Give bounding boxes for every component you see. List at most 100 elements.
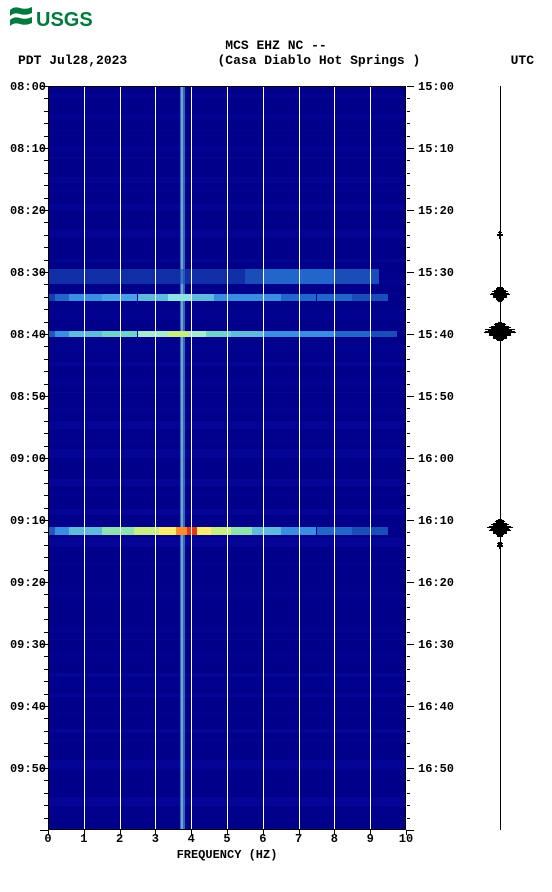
chart-band-cell bbox=[263, 331, 299, 337]
chart-band-cell bbox=[48, 331, 55, 337]
x-axis-label: FREQUENCY (HZ) bbox=[48, 848, 406, 862]
chart-band-cell bbox=[138, 331, 168, 337]
y-tick-right bbox=[406, 644, 414, 645]
chart-band-cell bbox=[299, 331, 335, 337]
y-tick-right bbox=[406, 210, 414, 211]
title-line-1: MCS EHZ NC -- bbox=[0, 38, 552, 53]
chart-band-cell bbox=[48, 527, 55, 535]
chart-gridline bbox=[334, 86, 335, 830]
y-tick-left bbox=[40, 830, 48, 831]
chart-vertical-stripe-core bbox=[181, 86, 183, 830]
y-left-tick-label: 08:10 bbox=[10, 142, 46, 156]
chart-gridline bbox=[120, 86, 121, 830]
chart-gridline bbox=[48, 86, 49, 830]
y-right-tick-label: 16:30 bbox=[418, 638, 454, 652]
x-tick-mark bbox=[48, 830, 49, 835]
y-left-tick-label: 09:00 bbox=[10, 452, 46, 466]
title-center: (Casa Diablo Hot Springs ) bbox=[217, 53, 420, 68]
x-tick-mark bbox=[263, 830, 264, 835]
title-left: PDT Jul28,2023 bbox=[18, 53, 127, 68]
chart-band-cell bbox=[176, 527, 187, 535]
chart-band-cell bbox=[168, 331, 188, 337]
y-left-tick-label: 09:40 bbox=[10, 700, 46, 714]
y-right-tick-label: 15:40 bbox=[418, 328, 454, 342]
x-tick-mark bbox=[84, 830, 85, 835]
title-right: UTC bbox=[511, 53, 534, 68]
chart-gridline bbox=[406, 86, 407, 830]
chart-band-cell bbox=[69, 527, 101, 535]
chart-gridline bbox=[370, 86, 371, 830]
y-left-tick-label: 08:30 bbox=[10, 266, 46, 280]
chart-band-cell bbox=[48, 294, 55, 301]
y-right-tick-label: 15:30 bbox=[418, 266, 454, 280]
y-tick-right bbox=[406, 768, 414, 769]
y-tick-left bbox=[40, 520, 48, 521]
y-right-tick-label: 16:10 bbox=[418, 514, 454, 528]
waveform-spike bbox=[497, 340, 503, 341]
x-tick-mark bbox=[191, 830, 192, 835]
chart-band-cell bbox=[245, 269, 263, 285]
x-tick-mark bbox=[299, 830, 300, 835]
chart-band-cell bbox=[231, 527, 252, 535]
chart-band-cell bbox=[299, 269, 335, 285]
x-tick-mark bbox=[370, 830, 371, 835]
chart-band-cell bbox=[55, 331, 69, 337]
y-left-tick-label: 09:50 bbox=[10, 762, 46, 776]
y-right-tick-label: 16:20 bbox=[418, 576, 454, 590]
chart-band-cell bbox=[69, 294, 101, 301]
chart-gridline bbox=[299, 86, 300, 830]
y-tick-left bbox=[40, 272, 48, 273]
waveform-spike bbox=[498, 301, 501, 302]
y-tick-right bbox=[406, 396, 414, 397]
y-tick-left bbox=[40, 582, 48, 583]
waveform-spike bbox=[497, 536, 503, 537]
chart-band-cell bbox=[263, 269, 299, 285]
chart-gridline bbox=[84, 86, 85, 830]
chart-band-cell bbox=[334, 269, 379, 285]
y-right-tick-label: 15:00 bbox=[418, 80, 454, 94]
y-tick-left bbox=[40, 210, 48, 211]
y-tick-right bbox=[406, 272, 414, 273]
y-left-tick-label: 08:00 bbox=[10, 80, 46, 94]
y-tick-left bbox=[40, 644, 48, 645]
svg-text:USGS: USGS bbox=[36, 9, 93, 31]
x-tick-mark bbox=[120, 830, 121, 835]
x-tick-mark bbox=[406, 830, 407, 835]
y-right-tick-label: 15:10 bbox=[418, 142, 454, 156]
y-tick-left bbox=[40, 706, 48, 707]
title-block: MCS EHZ NC -- PDT Jul28,2023 (Casa Diabl… bbox=[0, 38, 552, 68]
y-tick-left bbox=[40, 396, 48, 397]
waveform-spike bbox=[500, 239, 501, 240]
y-tick-right bbox=[406, 520, 414, 521]
chart-band-cell bbox=[231, 331, 263, 337]
chart-band-cell bbox=[334, 331, 370, 337]
y-left-tick-label: 09:30 bbox=[10, 638, 46, 652]
y-left-tick-label: 08:20 bbox=[10, 204, 46, 218]
chart-band-cell bbox=[370, 331, 397, 337]
chart-band-cell bbox=[252, 527, 281, 535]
usgs-logo: USGS bbox=[8, 4, 108, 34]
y-left-tick-label: 09:10 bbox=[10, 514, 46, 528]
y-right-tick-label: 16:40 bbox=[418, 700, 454, 714]
y-left-tick-label: 08:40 bbox=[10, 328, 46, 342]
y-left-tick-label: 08:50 bbox=[10, 390, 46, 404]
chart-gridline bbox=[191, 86, 192, 830]
chart-band-cell bbox=[159, 527, 176, 535]
chart-band-cell bbox=[48, 269, 245, 285]
waveform-panel bbox=[462, 86, 542, 830]
y-right-tick-label: 16:00 bbox=[418, 452, 454, 466]
waveform-spike bbox=[499, 548, 500, 549]
chart-band-cell bbox=[55, 527, 69, 535]
y-tick-right bbox=[406, 706, 414, 707]
chart-band-cell bbox=[191, 294, 214, 301]
chart-band-cell bbox=[214, 294, 244, 301]
x-tick-mark bbox=[334, 830, 335, 835]
y-tick-right bbox=[406, 334, 414, 335]
y-right-tick-label: 16:50 bbox=[418, 762, 454, 776]
waveform-baseline bbox=[500, 86, 501, 830]
chart-gridline bbox=[227, 86, 228, 830]
y-tick-right bbox=[406, 582, 414, 583]
y-tick-right bbox=[406, 148, 414, 149]
y-tick-right bbox=[406, 86, 414, 87]
chart-band-cell bbox=[102, 527, 134, 535]
